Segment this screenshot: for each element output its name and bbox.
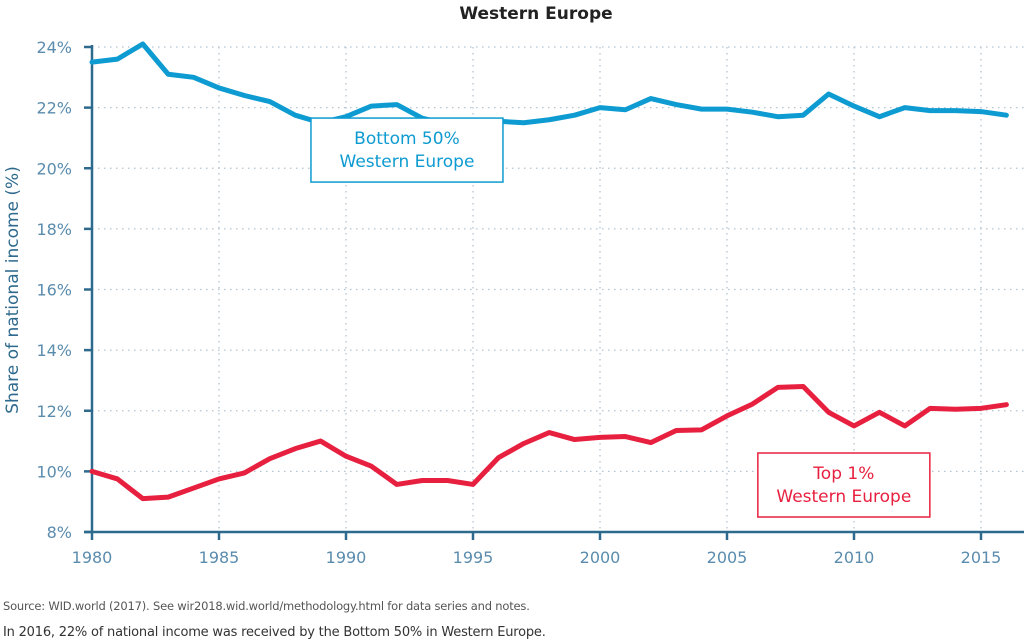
y-tick-label: 14% [36,341,72,360]
annotation-text: Western Europe [776,487,911,507]
bottom-50-line [89,41,1009,136]
top-1-label: Top 1% Western Europe [757,452,931,518]
x-tick-label: 1985 [199,548,240,567]
top-1-line [89,384,1009,502]
x-tick-label: 2005 [707,548,748,567]
bottom-50-label: Bottom 50% Western Europe [310,117,504,183]
y-tick-label: 8% [47,523,72,542]
annotation-text: Western Europe [340,152,475,172]
annotations: Bottom 50% Western Europe Top 1% Western Eu… [310,117,931,518]
x-tick-label: 2010 [834,548,875,567]
x-tick-label: 1980 [72,548,113,567]
axes: 8% 10% 12% 14% 16% 18% 20% 22% 24% 1980 1985 1990 19… [36,38,1024,567]
chart-title: Western Europe [459,4,612,24]
y-tick-label: 10% [36,462,72,481]
y-tick-label: 22% [36,99,72,118]
y-tick-label: 24% [36,38,72,57]
y-tick-label: 16% [36,281,72,300]
x-tick-label: 2015 [961,548,1002,567]
annotation-box [310,117,504,183]
source-note: Source: WID.world (2017). See wir2018.wi… [3,599,530,613]
annotation-text: Bottom 50% [354,129,460,149]
y-tick-label: 12% [36,402,72,421]
x-tick-label: 1995 [453,548,494,567]
x-tick-label: 1990 [326,548,367,567]
annotation-box [757,452,931,518]
y-tick-label: 18% [36,220,72,239]
series-lines [89,41,1009,502]
y-axis-label: Share of national income (%) [3,166,23,414]
y-tick-label: 20% [36,159,72,178]
caption-note: In 2016, 22% of national income was rece… [3,625,546,640]
x-tick-label: 2000 [580,548,621,567]
annotation-text: Top 1% [812,464,874,484]
